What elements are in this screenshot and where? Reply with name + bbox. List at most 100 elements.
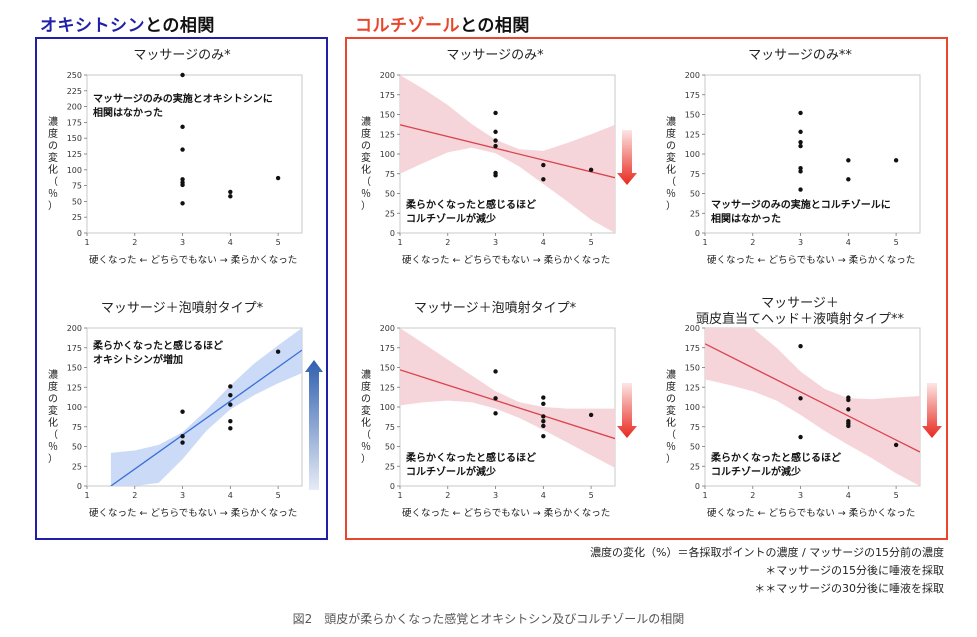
y-axis-label-char: ％ bbox=[48, 442, 58, 453]
scatter-plot: 0 25 50 75 100 125 150 175 200 225 250 1 2 3 4 5 bbox=[67, 71, 303, 247]
panel-co-massage: マッサージのみ* 濃度の変化（％） 0 25 50 75 100 125 150 175 200 1 2… bbox=[355, 45, 637, 285]
data-point bbox=[228, 384, 233, 389]
data-point bbox=[541, 414, 546, 419]
cortisol-title-suffix: との相関 bbox=[460, 16, 530, 36]
annotation-line: 相関はなかった bbox=[93, 108, 163, 119]
x-tick-label: 3 bbox=[493, 491, 498, 500]
y-axis-label-char: 変 bbox=[48, 153, 58, 164]
y-tick-label: 125 bbox=[380, 383, 395, 392]
panel-title: マッサージのみ* bbox=[62, 48, 302, 64]
panel-title-line: 頭皮直当てヘッド＋液噴射タイプ** bbox=[695, 312, 904, 327]
y-tick-label: 150 bbox=[67, 134, 82, 143]
y-tick-label: 75 bbox=[385, 170, 395, 179]
data-point bbox=[228, 392, 233, 398]
y-axis-label-char: 変 bbox=[666, 153, 676, 164]
y-tick-label: 25 bbox=[72, 462, 82, 471]
panel-title-line: マッサージのみ* bbox=[133, 48, 231, 63]
data-point bbox=[798, 343, 803, 349]
panel-title-line: マッサージのみ** bbox=[748, 48, 852, 63]
y-tick-label: 100 bbox=[67, 403, 82, 412]
annotation-line: マッサージのみの実施とコルチゾールに bbox=[711, 200, 891, 211]
x-axis-caption: 硬くなった ← どちらでもない → 柔らかくなった bbox=[89, 508, 298, 519]
x-tick-label: 3 bbox=[493, 238, 498, 247]
x-tick-label: 2 bbox=[750, 238, 755, 247]
x-axis-caption: 硬くなった ← どちらでもない → 柔らかくなった bbox=[89, 255, 298, 266]
plot-area bbox=[86, 74, 303, 234]
data-point bbox=[798, 166, 803, 171]
y-axis-label-char: 化 bbox=[48, 418, 58, 429]
y-axis-label-char: ％ bbox=[361, 442, 371, 453]
data-point bbox=[493, 173, 498, 178]
data-point bbox=[541, 162, 546, 168]
data-point bbox=[180, 440, 185, 445]
y-tick-label: 0 bbox=[77, 482, 82, 491]
y-axis-label: 濃度の変化（％） bbox=[665, 370, 677, 466]
data-point bbox=[228, 426, 233, 431]
y-axis-label-char: の bbox=[666, 394, 676, 405]
x-tick-label: 3 bbox=[180, 491, 185, 500]
y-tick-label: 150 bbox=[67, 364, 82, 373]
y-axis-label-char: ％ bbox=[666, 442, 676, 453]
y-axis-label: 濃度の変化（％） bbox=[665, 117, 677, 213]
y-tick-label: 125 bbox=[685, 383, 700, 392]
confidence-band bbox=[110, 328, 302, 486]
regression-line bbox=[400, 124, 615, 179]
panel-co-liquid: マッサージ＋ 頭皮直当てヘッド＋液噴射タイプ** 濃度の変化（％） 0 25 50 75 10… bbox=[660, 296, 942, 538]
x-tick-label: 4 bbox=[846, 491, 851, 500]
y-tick-label: 200 bbox=[380, 324, 395, 333]
x-tick-label: 1 bbox=[397, 491, 402, 500]
data-point bbox=[798, 143, 803, 149]
data-point bbox=[846, 423, 851, 429]
y-axis-label-char: 度 bbox=[666, 129, 676, 140]
confidence-band bbox=[400, 328, 615, 468]
data-point bbox=[798, 169, 803, 174]
annotation-text: 柔らかくなったと感じるほど コルチゾールが減少 bbox=[406, 199, 536, 227]
x-tick-label: 2 bbox=[750, 491, 755, 500]
y-tick-label: 200 bbox=[380, 71, 395, 80]
y-axis-label-char: 変 bbox=[666, 406, 676, 417]
annotation-line: コルチゾールが減少 bbox=[406, 467, 496, 478]
y-tick-label: 100 bbox=[67, 166, 82, 175]
panel-title-line: マッサージ＋泡噴射タイプ* bbox=[413, 301, 577, 316]
x-tick-label: 1 bbox=[702, 491, 707, 500]
y-tick-label: 50 bbox=[385, 190, 395, 199]
y-axis-label-char: （ bbox=[48, 430, 58, 441]
x-tick-label: 2 bbox=[445, 238, 450, 247]
x-tick-label: 5 bbox=[894, 491, 899, 500]
x-tick-label: 2 bbox=[132, 238, 137, 247]
y-tick-label: 175 bbox=[380, 91, 395, 100]
panel-title-line: マッサージのみ* bbox=[446, 48, 544, 63]
cortisol-frame bbox=[345, 37, 948, 540]
y-axis-label-char: 濃 bbox=[361, 117, 371, 128]
x-axis-caption: 硬くなった ← どちらでもない → 柔らかくなった bbox=[707, 508, 916, 519]
y-tick-label: 100 bbox=[685, 403, 700, 412]
confidence-band bbox=[400, 75, 615, 233]
y-axis-label-char: （ bbox=[666, 177, 676, 188]
data-point bbox=[846, 158, 851, 163]
annotation-line: 柔らかくなったと感じるほど bbox=[711, 453, 841, 464]
x-tick-label: 1 bbox=[397, 238, 402, 247]
data-point bbox=[541, 423, 546, 429]
data-point bbox=[588, 167, 594, 172]
y-axis-label-char: の bbox=[48, 141, 58, 152]
x-tick-label: 5 bbox=[894, 238, 899, 247]
increase-arrow-icon bbox=[305, 360, 323, 490]
data-point bbox=[180, 177, 185, 182]
data-point bbox=[541, 395, 546, 400]
x-tick-label: 3 bbox=[798, 491, 803, 500]
y-axis-label-char: 濃 bbox=[666, 117, 676, 128]
y-tick-label: 225 bbox=[67, 87, 82, 96]
regression-line bbox=[705, 343, 920, 453]
y-tick-label: 150 bbox=[380, 111, 395, 120]
y-tick-label: 125 bbox=[67, 383, 82, 392]
panel-ot-foam: マッサージ＋泡噴射タイプ* 濃度の変化（％） 0 25 50 75 100 125 150 175… bbox=[42, 298, 323, 538]
oxytocin-title-prefix: オキシトシン bbox=[40, 16, 145, 36]
y-axis-label-char: の bbox=[361, 141, 371, 152]
data-point bbox=[493, 369, 498, 374]
annotation-text: 柔らかくなったと感じるほど オキシトシンが増加 bbox=[93, 340, 223, 368]
data-point bbox=[180, 409, 185, 414]
y-axis-label-char: ％ bbox=[666, 189, 676, 200]
y-axis-label-char: ％ bbox=[48, 189, 58, 200]
y-tick-label: 200 bbox=[685, 71, 700, 80]
data-point bbox=[893, 158, 899, 163]
